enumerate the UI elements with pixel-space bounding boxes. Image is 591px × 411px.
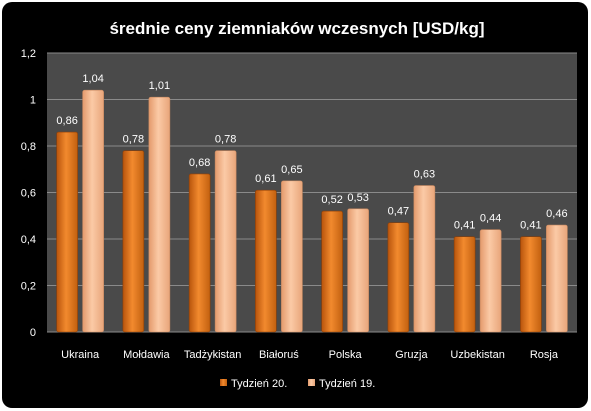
data-label: 1,04 xyxy=(82,73,103,85)
y-tick-label: 0 xyxy=(30,327,36,339)
y-tick-label: 0,6 xyxy=(21,188,36,200)
data-label: 0,86 xyxy=(56,115,77,127)
bar-tydzien-19-1 xyxy=(148,96,171,333)
x-category-label: Polska xyxy=(329,349,363,361)
data-label: 0,68 xyxy=(189,157,210,169)
x-category-label: Rosja xyxy=(530,349,559,361)
bar-tydzien-19-2 xyxy=(214,150,237,333)
bar-tydzien-20-0 xyxy=(56,131,78,333)
x-category-label: Białoruś xyxy=(259,349,299,361)
data-label: 0,46 xyxy=(546,208,567,220)
y-tick-label: 0,8 xyxy=(21,141,36,153)
x-category-label: Mołdawia xyxy=(123,349,170,361)
bar-tydzien-19-6 xyxy=(479,229,502,333)
data-label: 0,63 xyxy=(414,169,435,181)
legend-label-1: Tydzień 19. xyxy=(319,378,375,390)
bar-tydzien-20-5 xyxy=(387,222,410,333)
bar-tydzien-19-0 xyxy=(82,89,104,333)
bar-tydzien-19-4 xyxy=(347,208,369,333)
chart-svg: średnie ceny ziemniaków wczesnych [USD/k… xyxy=(21,19,577,390)
legend: Tydzień 20. Tydzień 19. xyxy=(220,378,375,390)
plot-area: 0 0,2 0,4 0,6 0,8 1 1,2 0,86 1,04 Ukraina 0,78 1,01… xyxy=(21,48,577,361)
x-category-label: Uzbekistan xyxy=(450,349,504,361)
chart-frame: średnie ceny ziemniaków wczesnych [USD/k… xyxy=(2,2,588,408)
bar-tydzien-19-3 xyxy=(281,180,303,333)
y-tick-label: 0,2 xyxy=(21,281,36,293)
bar-tydzien-19-5 xyxy=(413,185,436,333)
chart-title: średnie ceny ziemniaków wczesnych [USD/k… xyxy=(109,19,484,38)
bar-tydzien-20-1 xyxy=(122,150,145,333)
data-label: 0,53 xyxy=(347,192,368,204)
x-category-label: Ukraina xyxy=(61,349,100,361)
data-label: 1,01 xyxy=(149,80,170,92)
data-label: 0,41 xyxy=(520,220,541,232)
data-label: 0,61 xyxy=(255,173,276,185)
x-category-label: Gruzja xyxy=(395,349,428,361)
data-label: 0,47 xyxy=(388,206,409,218)
data-label: 0,65 xyxy=(281,164,302,176)
data-label: 0,44 xyxy=(480,213,501,225)
bar-tydzien-20-2 xyxy=(188,173,211,333)
bar-tydzien-20-3 xyxy=(255,189,277,333)
y-tick-label: 0,4 xyxy=(21,234,36,246)
bar-tydzien-20-7 xyxy=(520,236,542,333)
bar-tydzien-20-4 xyxy=(321,210,343,333)
bar-tydzien-19-7 xyxy=(546,224,568,333)
legend-swatch-0 xyxy=(220,379,227,386)
bar-tydzien-20-6 xyxy=(453,236,476,333)
y-tick-label: 1 xyxy=(30,95,36,107)
legend-swatch-1 xyxy=(308,379,315,386)
y-tick-label: 1,2 xyxy=(21,48,36,60)
legend-label-0: Tydzień 20. xyxy=(231,378,287,390)
data-label: 0,41 xyxy=(454,220,475,232)
data-label: 0,78 xyxy=(123,134,144,146)
data-label: 0,78 xyxy=(215,134,236,146)
x-category-label: Tadżykistan xyxy=(184,349,241,361)
data-label: 0,52 xyxy=(321,194,342,206)
